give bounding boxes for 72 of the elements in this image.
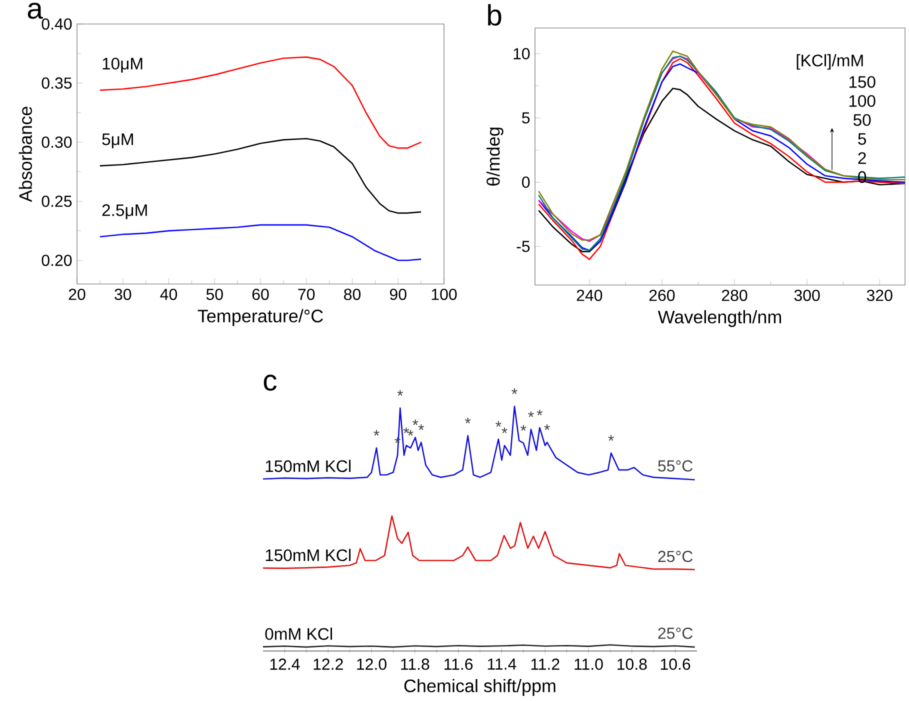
series-label: 0mM KCl bbox=[265, 628, 332, 640]
x-axis-title: Chemical shift/ppm bbox=[404, 679, 556, 696]
annotation: 55°C bbox=[658, 460, 693, 472]
y-tick-label: 0.30 bbox=[42, 136, 72, 148]
y-axis-title: Absorbance bbox=[18, 106, 32, 202]
x-tick-label: 20 bbox=[68, 288, 86, 300]
annotation: * bbox=[520, 425, 526, 431]
x-tick-label: 12.2 bbox=[314, 658, 343, 670]
chart-title: c bbox=[264, 374, 277, 391]
x-tick-label: 240 bbox=[576, 290, 602, 302]
annotation: * bbox=[536, 410, 543, 416]
annotation: 2 bbox=[858, 152, 866, 164]
y-tick-label: 0.20 bbox=[42, 254, 72, 266]
annotation: * bbox=[412, 419, 418, 426]
y-tick-label: 0.40 bbox=[42, 18, 72, 30]
x-tick-label: 260 bbox=[649, 290, 675, 302]
annotation: * bbox=[528, 411, 534, 418]
annotation: 5 bbox=[858, 133, 866, 145]
annotation: * bbox=[403, 428, 410, 434]
annotation: * bbox=[544, 424, 550, 430]
annotation: * bbox=[502, 428, 508, 434]
annotation: * bbox=[397, 390, 404, 396]
annotation: 150 bbox=[849, 76, 876, 88]
x-tick-label: 11.2 bbox=[531, 658, 560, 670]
annotation: * bbox=[374, 430, 380, 436]
series-label: 5μM bbox=[102, 134, 133, 148]
x-tick-label: 60 bbox=[252, 288, 269, 300]
x-tick-label: 10.6 bbox=[660, 658, 690, 670]
annotation: * bbox=[608, 435, 614, 441]
x-tick-label: 40 bbox=[160, 288, 178, 300]
annotation: * bbox=[418, 424, 424, 430]
annotation: * bbox=[408, 430, 414, 436]
y-tick-label: 10 bbox=[514, 48, 530, 60]
annotation: 25°C bbox=[658, 550, 693, 562]
chart-title: a bbox=[28, 2, 43, 19]
annotation: 25°C bbox=[658, 628, 693, 639]
series-label: 150mM KCl bbox=[266, 548, 351, 562]
x-tick-label: 90 bbox=[390, 288, 406, 300]
chart-title: b bbox=[488, 4, 502, 26]
y-tick-label: 0 bbox=[522, 176, 530, 188]
annotation: 100 bbox=[849, 95, 876, 107]
x-tick-label: 80 bbox=[344, 288, 361, 300]
x-tick-label: 11.8 bbox=[401, 658, 430, 670]
x-tick-label: 280 bbox=[722, 290, 748, 302]
x-axis-title: Wavelength/nm bbox=[658, 310, 781, 327]
y-tick-label: 0.25 bbox=[42, 196, 72, 207]
x-tick-label: 11.4 bbox=[488, 658, 516, 670]
annotation: 0 bbox=[858, 171, 866, 183]
x-tick-label: 10.8 bbox=[618, 658, 647, 670]
annotation: [KCl]/mM bbox=[796, 54, 863, 70]
y-axis-title: θ/mdeg bbox=[486, 128, 504, 186]
x-tick-label: 300 bbox=[794, 290, 820, 302]
x-tick-label: 11.6 bbox=[444, 658, 473, 670]
series-label: 10μM bbox=[102, 58, 142, 73]
x-tick-label: 11.0 bbox=[574, 658, 603, 670]
annotation: * bbox=[464, 418, 471, 424]
x-tick-label: 320 bbox=[866, 290, 892, 302]
annotation: 50 bbox=[853, 114, 871, 126]
y-tick-label: 5 bbox=[522, 112, 530, 124]
x-tick-label: 100 bbox=[432, 288, 457, 300]
x-tick-label: 70 bbox=[298, 288, 315, 300]
series-label: 150mM KCl bbox=[266, 460, 351, 472]
series-label: 2.5μM bbox=[102, 204, 147, 220]
x-tick-label: 30 bbox=[114, 288, 132, 300]
x-tick-label: 50 bbox=[206, 288, 223, 300]
x-tick-label: 12.0 bbox=[357, 658, 386, 670]
annotation: * bbox=[512, 388, 518, 394]
y-tick-label: -5 bbox=[516, 240, 530, 252]
x-tick-label: 12.4 bbox=[270, 658, 300, 670]
annotation: * bbox=[496, 421, 502, 427]
x-axis-title: Temperature/°C bbox=[198, 309, 323, 326]
y-tick-label: 0.35 bbox=[42, 77, 72, 89]
